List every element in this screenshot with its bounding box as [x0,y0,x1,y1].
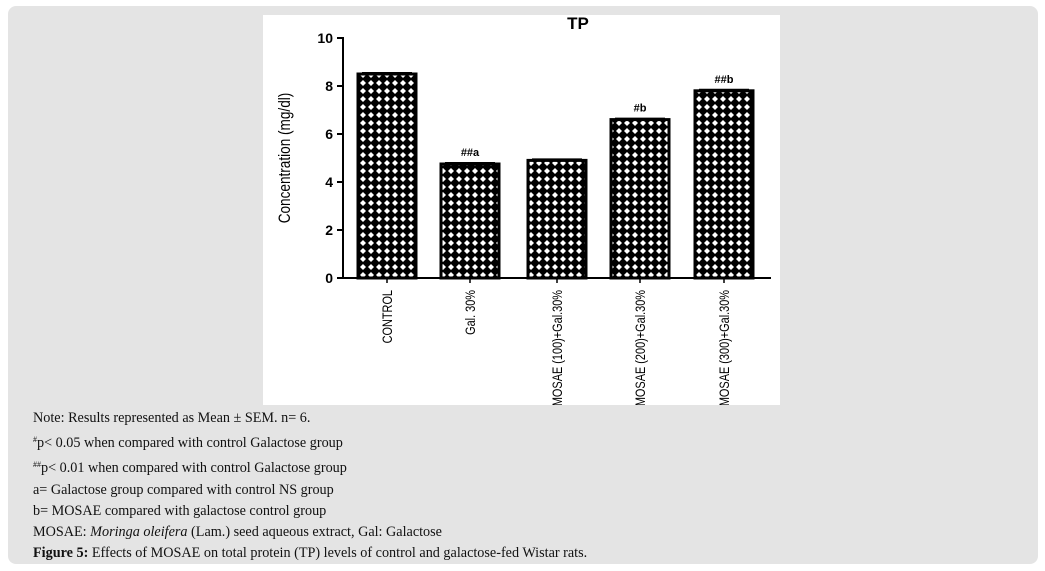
note-superscript: ## [33,460,41,470]
note-text: p< 0.01 when compared with control Galac… [41,460,347,477]
chart-title: TP [567,15,589,33]
bar [439,162,501,280]
note-superscript: # [33,435,37,445]
significance-label: ##b [715,74,734,86]
note-line: b= MOSAE compared with galactose control… [33,502,327,519]
y-axis-label: Concentration (mg/dl) [276,93,295,224]
x-tick-label: MOSAE (100)+Gal.30% [550,290,566,405]
bar [693,89,755,280]
note-text: p< 0.05 when compared with control Galac… [37,435,343,452]
significance-label: ##a [461,147,480,159]
note-text: (Lam.) seed aqueous extract, Gal: Galact… [187,524,442,541]
bar-chart: TP Concentration (mg/dl) 0 2 4 6 8 10 CONTROL G… [276,14,771,406]
note-line: MOSAE: Moringa oleifera (Lam.) seed aque… [33,522,587,543]
figure-notes: Note: Results represented as Mean ± SEM.… [33,408,587,564]
caption-label: Figure 5: [33,545,89,562]
y-tick-label: 0 [325,270,333,286]
y-tick-label: 10 [317,30,333,46]
bar [609,118,671,280]
y-tick-label: 8 [325,78,333,94]
note-line: a= Galactose group compared with control… [33,481,334,498]
bar [356,72,418,280]
bar [526,158,588,280]
x-tick-label: MOSAE (200)+Gal.30% [633,290,649,405]
caption-text: Effects of MOSAE on total protein (TP) l… [88,545,588,562]
chart-container: TP Concentration (mg/dl) 0 2 4 6 8 10 CONTROL G… [263,14,780,406]
y-tick-label: 4 [325,174,333,190]
species-name: Moringa oleifera [90,524,188,541]
note-text: MOSAE: [33,524,91,541]
note-line: Note: Results represented as Mean ± SEM.… [33,410,311,426]
x-tick-label: Gal. 30% [463,290,479,335]
y-tick-label: 6 [325,126,333,142]
note-line: ##p< 0.01 when compared with control Gal… [33,454,587,479]
y-tick-label: 2 [325,222,333,238]
x-tick-label: CONTROL [380,290,396,343]
x-tick-label: MOSAE (300)+Gal.30% [717,290,733,405]
note-line: #p< 0.05 when compared with control Gala… [33,429,587,454]
significance-label: #b [634,103,647,115]
figure-caption: Figure 5: Effects of MOSAE on total prot… [33,543,587,564]
